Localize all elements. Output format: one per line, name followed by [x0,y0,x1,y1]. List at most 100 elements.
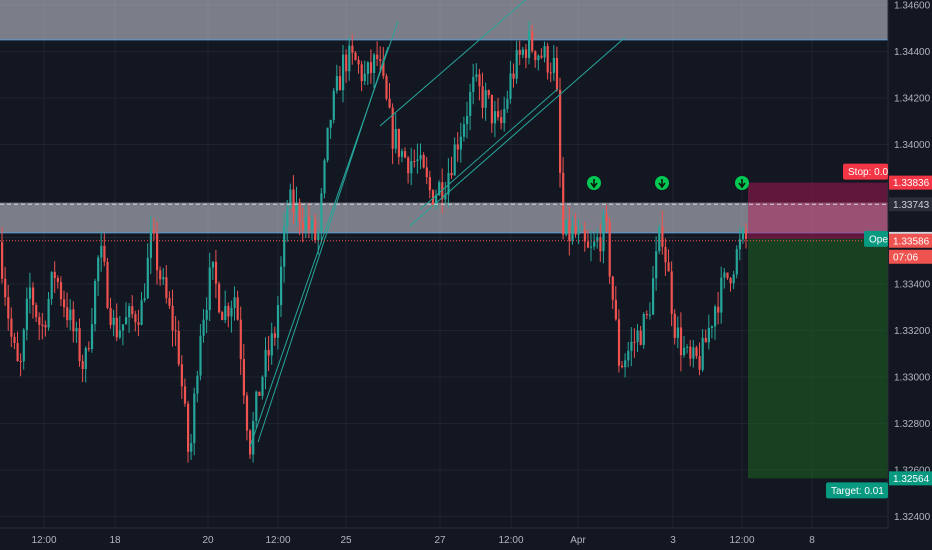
candle-up [735,249,738,275]
candle-up [128,306,131,318]
candle-down [559,89,562,173]
candle-down [639,330,642,345]
countdown-tag: 07:06 [893,252,918,263]
candle-down [397,128,400,157]
dashed-price-tag: 1.33743 [893,200,930,211]
price-axis-ticks: 1.346001.344001.342001.340001.336001.334… [894,1,931,524]
candle-up [270,333,273,356]
candle-down [518,50,521,55]
candle-down [4,278,7,298]
candle-up [738,239,741,250]
candle-up [97,257,100,282]
stop-badge: Stop: 0.0 [848,167,888,178]
candle-up [196,375,199,394]
candle-up [658,226,661,252]
candle-up [121,324,125,331]
candle-up [190,443,193,452]
candle-up [363,73,366,82]
candle-down [41,324,44,326]
candle-up [636,330,639,342]
candle-up [125,317,128,325]
candle-down [385,76,388,99]
candle-up [453,144,456,176]
candle-down [236,297,239,320]
candle-down [689,346,692,359]
candle-up [642,314,645,345]
candle-down [242,359,245,396]
candle-down [258,391,261,396]
trendline [419,88,559,210]
candle-up [710,326,714,328]
candle-up [394,128,397,149]
candle-up [162,277,165,280]
candle-up [286,207,289,227]
candle-down [292,189,295,213]
candle-up [571,226,574,241]
candle-up [283,226,286,267]
candle-up [47,298,50,328]
take-profit-area [748,238,888,479]
candle-up [521,49,524,55]
down-arrow-markers [587,176,749,190]
candle-up [317,232,320,241]
down-arrow-glyph [738,179,746,189]
candle-down [425,167,428,178]
candle-up [528,31,531,58]
y-tick-label: 1.34200 [894,94,931,105]
open-badge-bg [864,230,888,247]
candle-down [78,328,81,362]
candle-up [462,124,466,137]
candle-down [574,226,577,235]
x-tick-label: 3 [670,535,676,546]
candle-up [311,220,314,230]
candle-up [602,214,605,252]
candle-down [661,226,664,247]
candle-down [698,356,701,370]
candle-down [441,182,444,200]
candle-up [224,305,227,321]
candle-up [552,57,555,73]
position-badges: Stop: 0.0 Ope Target: 0.01 [826,163,888,499]
candle-up [118,330,121,338]
candle-down [621,365,624,368]
candle-down [159,270,162,280]
candle-down [524,49,528,58]
candle-down [599,237,602,252]
candle-down [177,331,180,365]
time-scale-panel[interactable] [0,528,888,550]
candle-up [627,350,630,361]
candle-down [679,327,683,356]
stop-loss-area [748,182,888,239]
candle-up [506,98,509,109]
candle-up [435,195,438,207]
candle-up [255,391,258,422]
candle-up [503,108,506,124]
candle-down [137,322,140,325]
price-tags: 1.338001.338361.337431.335941.3358607:06… [889,175,932,486]
y-tick-label: 1.32400 [894,512,931,523]
candle-down [428,177,431,191]
short-position-tool[interactable] [748,182,888,479]
y-tick-label: 1.34000 [894,140,931,151]
price-scale-panel[interactable] [888,0,932,528]
candle-down [87,348,90,350]
candle-down [704,337,707,343]
last-price-tag: 1.33586 [893,236,930,247]
candle-down [717,306,720,313]
candle-down [664,246,667,263]
candle-down [16,342,19,361]
candle-up [289,189,292,208]
candle-down [633,341,636,343]
trendline-drawings[interactable] [249,0,626,447]
candle-down [512,73,515,79]
candle-up [348,45,351,72]
candle-up [438,182,441,196]
candle-up [25,298,28,330]
candle-up [69,309,72,321]
candle-down [608,221,611,277]
open-badge: Ope [869,234,888,245]
candle-down [19,360,22,362]
stop-badge-bg [843,163,888,180]
candle-down [35,305,38,318]
